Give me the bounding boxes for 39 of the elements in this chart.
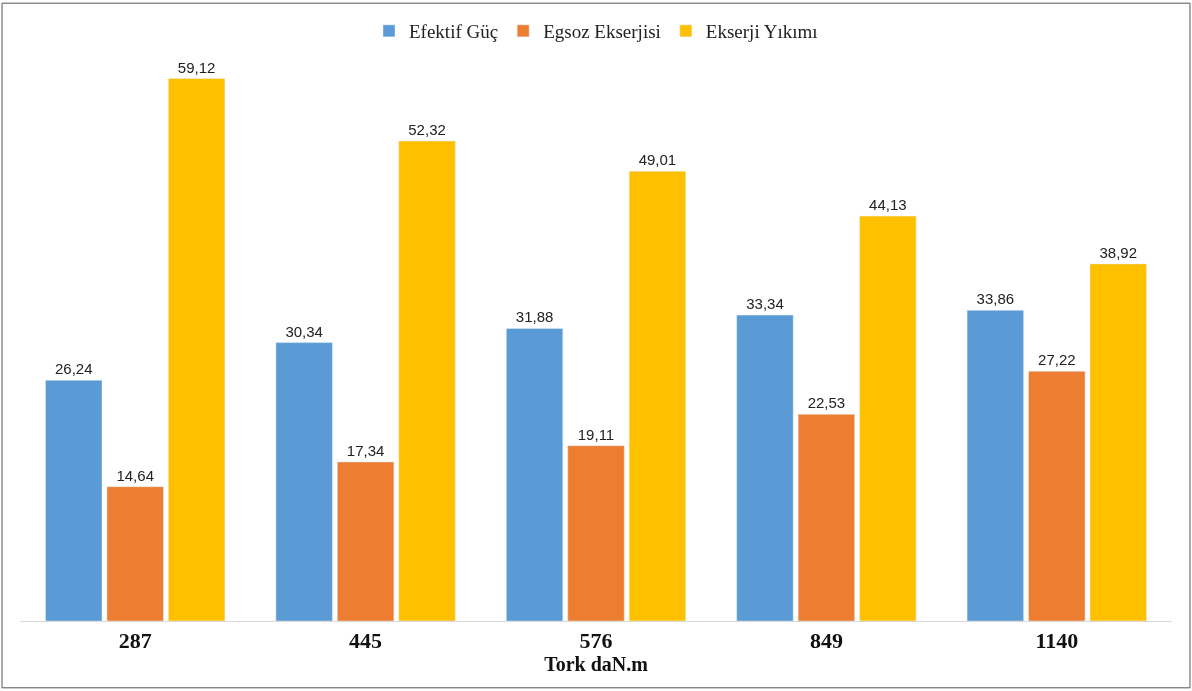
data-label: 26,24: [54, 360, 93, 378]
x-tick-label: 287: [118, 628, 152, 654]
data-label: 19,11: [577, 425, 615, 443]
bar: [1028, 371, 1086, 621]
bar: [275, 342, 333, 621]
data-label: 49,01: [638, 151, 677, 169]
bar: [1089, 263, 1147, 621]
bar: [628, 171, 686, 621]
data-label: 52,32: [408, 120, 446, 138]
bar: [736, 314, 794, 621]
data-label: 17,34: [346, 441, 385, 459]
legend-label: Egsoz Ekserjisi: [543, 21, 661, 43]
bar: [966, 310, 1024, 621]
bar: [506, 328, 564, 621]
x-tick-label: 576: [579, 628, 613, 654]
data-label: 14,64: [116, 466, 154, 484]
data-label: 59,12: [177, 58, 216, 76]
data-label: 22,53: [807, 394, 846, 412]
x-axis-title: Tork daN.m: [544, 653, 649, 676]
data-label: 33,34: [746, 295, 784, 313]
x-tick-label: 445: [349, 628, 383, 654]
data-label: 30,34: [285, 322, 323, 340]
x-tick-label: 1140: [1035, 628, 1079, 654]
data-label: 31,88: [515, 308, 554, 326]
bar: [398, 140, 456, 621]
bar: [106, 486, 164, 621]
bar: [168, 78, 226, 621]
data-label: 44,13: [869, 196, 907, 214]
data-label: 33,86: [976, 290, 1015, 308]
bar: [859, 215, 917, 621]
legend-label: Ekserji Yıkımı: [705, 21, 818, 43]
bar: [797, 414, 855, 621]
bar: [337, 461, 395, 621]
data-label: 27,22: [1038, 351, 1076, 369]
x-tick-label: 849: [809, 628, 843, 654]
data-label: 38,92: [1099, 243, 1138, 261]
bar: [45, 379, 103, 621]
legend-label: Efektif Güç: [409, 21, 499, 43]
bar: [567, 445, 625, 621]
